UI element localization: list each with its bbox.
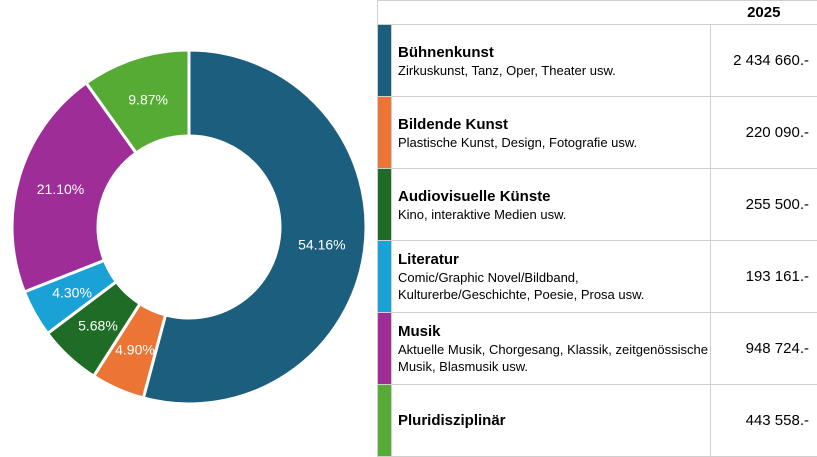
legend-table: 2025 Bühnenkunst Zirkuskunst, Tanz, Oper…	[377, 0, 817, 457]
slice-label: 4.30%	[52, 284, 92, 300]
year-header: 2025	[711, 1, 817, 25]
category-subtitle: Aktuelle Musik, Chorgesang, Klassik, zei…	[398, 341, 710, 375]
header-blank	[378, 1, 711, 25]
slice-label: 21.10%	[37, 181, 84, 197]
category-cell: Pluridisziplinär	[392, 385, 711, 457]
category-name: Pluridisziplinär	[398, 411, 710, 430]
table-row: Literatur Comic/Graphic Novel/Bildband, …	[378, 241, 817, 313]
legend-swatch	[378, 313, 392, 385]
category-amount: 220 090.-	[711, 97, 817, 169]
category-amount: 193 161.-	[711, 241, 817, 313]
slice-label: 4.90%	[115, 342, 155, 358]
table-row: Bildende Kunst Plastische Kunst, Design,…	[378, 97, 817, 169]
table-row: Pluridisziplinär 443 558.-	[378, 385, 817, 457]
category-name: Audiovisuelle Künste	[398, 187, 710, 206]
category-subtitle: Plastische Kunst, Design, Fotografie usw…	[398, 134, 710, 151]
slice-label: 5.68%	[78, 317, 118, 333]
table-row: Bühnenkunst Zirkuskunst, Tanz, Oper, The…	[378, 25, 817, 97]
category-cell: Musik Aktuelle Musik, Chorgesang, Klassi…	[392, 313, 711, 385]
donut-chart: 54.16% 4.90% 5.68% 4.30% 21.10% 9.87%	[0, 0, 377, 454]
category-name: Bildende Kunst	[398, 115, 710, 134]
category-amount: 443 558.-	[711, 385, 817, 457]
category-cell: Bühnenkunst Zirkuskunst, Tanz, Oper, The…	[392, 25, 711, 97]
category-name: Bühnenkunst	[398, 43, 710, 62]
category-name: Literatur	[398, 250, 710, 269]
legend-swatch	[378, 385, 392, 457]
table-header-row: 2025	[378, 1, 817, 25]
category-amount: 2 434 660.-	[711, 25, 817, 97]
category-name: Musik	[398, 322, 710, 341]
category-cell: Audiovisuelle Künste Kino, interaktive M…	[392, 169, 711, 241]
category-amount: 948 724.-	[711, 313, 817, 385]
table-row: Musik Aktuelle Musik, Chorgesang, Klassi…	[378, 313, 817, 385]
legend-swatch	[378, 169, 392, 241]
category-cell: Literatur Comic/Graphic Novel/Bildband, …	[392, 241, 711, 313]
slice-label: 9.87%	[128, 91, 168, 107]
category-cell: Bildende Kunst Plastische Kunst, Design,…	[392, 97, 711, 169]
category-amount: 255 500.-	[711, 169, 817, 241]
table-row: Audiovisuelle Künste Kino, interaktive M…	[378, 169, 817, 241]
category-subtitle: Comic/Graphic Novel/Bildband, Kulturerbe…	[398, 269, 710, 303]
category-subtitle: Zirkuskunst, Tanz, Oper, Theater usw.	[398, 62, 710, 79]
category-subtitle: Kino, interaktive Medien usw.	[398, 206, 710, 223]
slice-label: 54.16%	[298, 236, 345, 252]
legend-swatch	[378, 97, 392, 169]
legend-swatch	[378, 241, 392, 313]
legend-swatch	[378, 25, 392, 97]
